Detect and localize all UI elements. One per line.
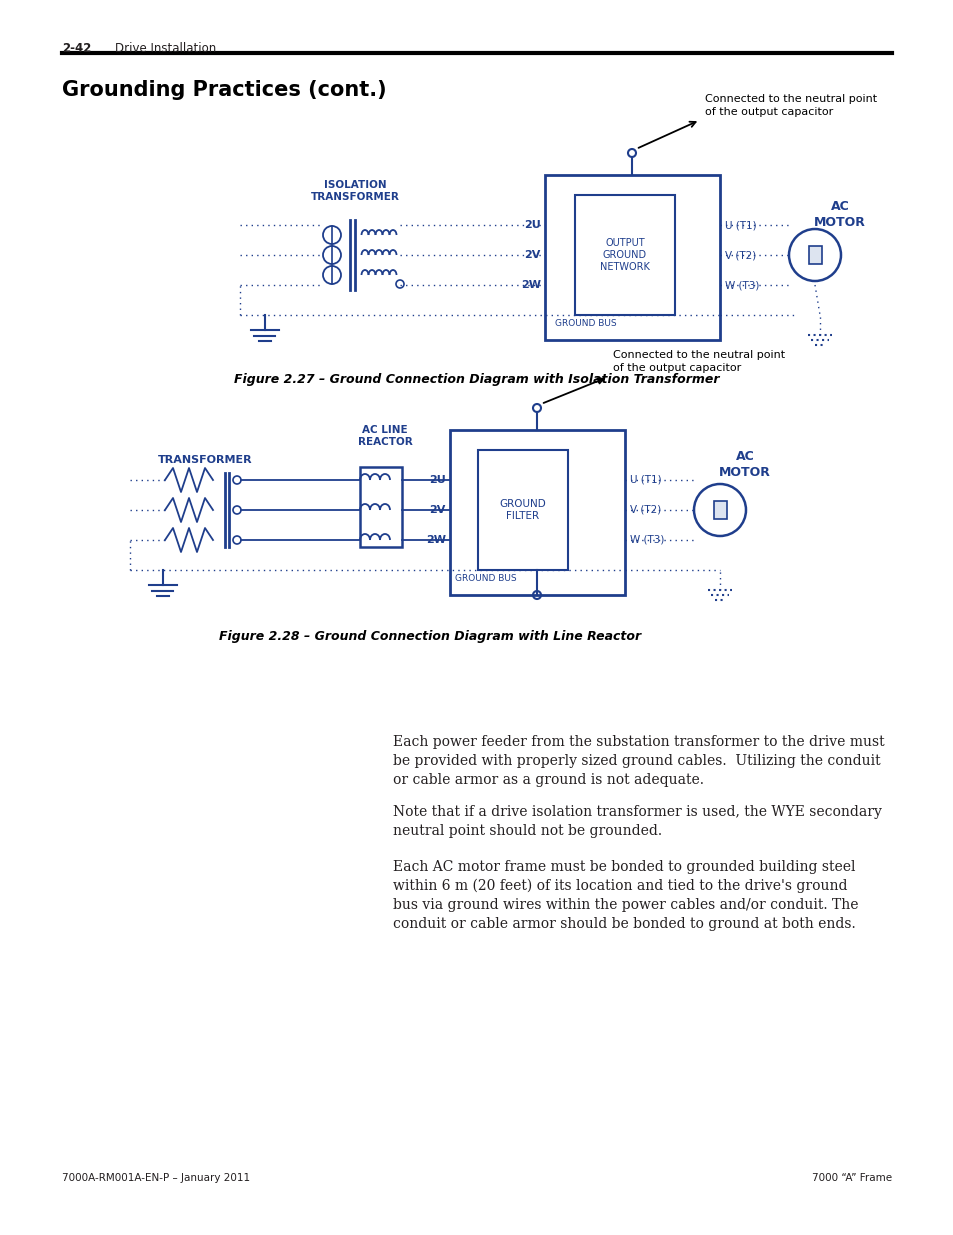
Text: 2U: 2U bbox=[524, 220, 540, 230]
Text: Connected to the neutral point
of the output capacitor: Connected to the neutral point of the ou… bbox=[704, 94, 876, 117]
Text: 7000A-RM001A-EN-P – January 2011: 7000A-RM001A-EN-P – January 2011 bbox=[62, 1173, 250, 1183]
Bar bbox=[575, 195, 675, 315]
Text: 2V: 2V bbox=[524, 249, 540, 261]
Text: V (T2): V (T2) bbox=[629, 505, 660, 515]
Text: 7000 “A” Frame: 7000 “A” Frame bbox=[811, 1173, 891, 1183]
Text: Figure 2.27 – Ground Connection Diagram with Isolation Transformer: Figure 2.27 – Ground Connection Diagram … bbox=[234, 373, 719, 387]
Bar bbox=[450, 430, 624, 595]
Bar bbox=[808, 246, 821, 264]
Text: Connected to the neutral point
of the output capacitor: Connected to the neutral point of the ou… bbox=[613, 350, 784, 373]
Text: AC
MOTOR: AC MOTOR bbox=[719, 450, 770, 479]
Text: be provided with properly sized ground cables.  Utilizing the conduit: be provided with properly sized ground c… bbox=[393, 755, 880, 768]
Text: ISOLATION
TRANSFORMER: ISOLATION TRANSFORMER bbox=[311, 180, 399, 203]
Text: GROUND
FILTER: GROUND FILTER bbox=[499, 499, 546, 521]
Bar bbox=[713, 501, 726, 519]
Text: TRANSFORMER: TRANSFORMER bbox=[157, 454, 252, 466]
Text: Each AC motor frame must be bonded to grounded building steel: Each AC motor frame must be bonded to gr… bbox=[393, 860, 855, 874]
Text: bus via ground wires within the power cables and/or conduit. The: bus via ground wires within the power ca… bbox=[393, 898, 858, 911]
Text: Figure 2.28 – Ground Connection Diagram with Line Reactor: Figure 2.28 – Ground Connection Diagram … bbox=[218, 630, 640, 643]
Text: U (T1): U (T1) bbox=[629, 475, 661, 485]
Text: 2U: 2U bbox=[429, 475, 446, 485]
Bar bbox=[477, 450, 567, 571]
Text: V (T2): V (T2) bbox=[724, 249, 756, 261]
Text: Each power feeder from the substation transformer to the drive must: Each power feeder from the substation tr… bbox=[393, 735, 883, 748]
Text: AC LINE
REACTOR: AC LINE REACTOR bbox=[357, 425, 412, 447]
Text: 2V: 2V bbox=[429, 505, 446, 515]
Text: GROUND BUS: GROUND BUS bbox=[455, 574, 517, 583]
Text: Grounding Practices (cont.): Grounding Practices (cont.) bbox=[62, 80, 386, 100]
Text: 2-42: 2-42 bbox=[62, 42, 91, 56]
Text: AC
MOTOR: AC MOTOR bbox=[813, 200, 865, 228]
Text: GROUND BUS: GROUND BUS bbox=[555, 319, 616, 329]
Text: U (T1): U (T1) bbox=[724, 220, 756, 230]
Bar bbox=[359, 467, 401, 547]
Text: conduit or cable armor should be bonded to ground at both ends.: conduit or cable armor should be bonded … bbox=[393, 918, 855, 931]
Text: OUTPUT
GROUND
NETWORK: OUTPUT GROUND NETWORK bbox=[599, 237, 649, 273]
Text: W (T3): W (T3) bbox=[629, 535, 663, 545]
Text: within 6 m (20 feet) of its location and tied to the drive's ground: within 6 m (20 feet) of its location and… bbox=[393, 879, 846, 893]
Text: 2W: 2W bbox=[520, 280, 540, 290]
Text: or cable armor as a ground is not adequate.: or cable armor as a ground is not adequa… bbox=[393, 773, 703, 787]
Text: 2W: 2W bbox=[426, 535, 446, 545]
Text: Note that if a drive isolation transformer is used, the WYE secondary: Note that if a drive isolation transform… bbox=[393, 805, 881, 819]
Text: neutral point should not be grounded.: neutral point should not be grounded. bbox=[393, 824, 661, 839]
Bar bbox=[544, 175, 720, 340]
Text: W (T3): W (T3) bbox=[724, 280, 759, 290]
Text: Drive Installation: Drive Installation bbox=[115, 42, 216, 56]
